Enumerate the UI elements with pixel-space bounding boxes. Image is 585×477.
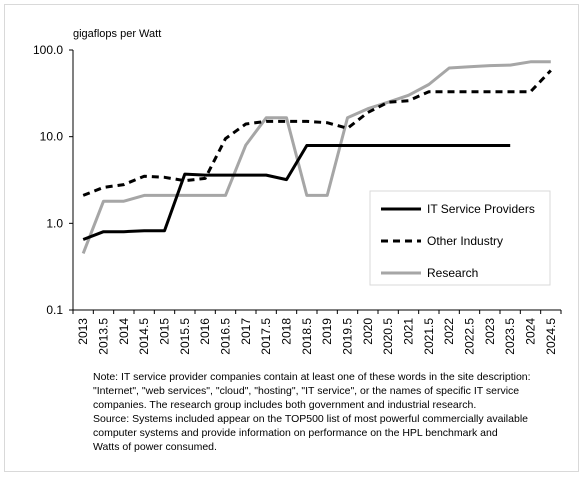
- x-tick-label: 2017.5: [259, 318, 273, 355]
- y-tick-label: 1.0: [46, 216, 63, 230]
- x-tick-label: 2020.5: [381, 318, 395, 355]
- x-tick-label: 2013: [76, 318, 90, 345]
- x-tick-label: 2015.5: [178, 318, 192, 355]
- y-tick-label: 100.0: [33, 43, 63, 57]
- y-axis-label: gigaflops per Watt: [73, 28, 161, 40]
- x-tick-label: 2024: [524, 318, 538, 345]
- series-lines: [81, 60, 552, 254]
- y-tick-label: 10.0: [40, 130, 64, 144]
- x-tick-label: 2014.5: [137, 318, 151, 355]
- y-tick-label: 0.1: [46, 303, 63, 317]
- legend-label: IT Service Providers: [427, 202, 535, 216]
- chart-frame: gigaflops per Watt 100.0 10.0 1.0 0.1 2013 2…: [4, 4, 579, 472]
- legend-label: Research: [427, 266, 478, 280]
- note-line: companies. The research group includes b…: [93, 399, 477, 411]
- x-tick-label: 2018: [280, 318, 294, 345]
- x-tick-label: 2022.5: [463, 318, 477, 355]
- x-tick-label: 2019.5: [341, 318, 355, 355]
- x-tick-label: 2024.5: [544, 318, 558, 355]
- x-tick-label: 2020: [361, 318, 375, 345]
- y-ticks: 100.0 10.0 1.0 0.1: [33, 43, 73, 317]
- note-line: Note: IT service provider companies cont…: [93, 371, 531, 383]
- legend-label: Other Industry: [427, 234, 503, 248]
- series-line-research: [81, 60, 551, 254]
- x-tick-label: 2016.5: [219, 318, 233, 355]
- legend: IT Service Providers Other Industry Resear…: [369, 190, 551, 286]
- chart: gigaflops per Watt 100.010.01.00.1 2013 2…: [33, 28, 562, 355]
- note-line: Watts of power consumed.: [93, 441, 217, 453]
- x-tick-label: 2015: [158, 318, 172, 345]
- x-tick-label: 2023: [483, 318, 497, 345]
- chart-note: Note: IT service provider companies cont…: [93, 370, 583, 454]
- x-tick-label: 2013.5: [97, 318, 111, 355]
- x-tick-label: 2018.5: [300, 318, 314, 355]
- x-tick-label: 2021.5: [422, 318, 436, 355]
- x-tick-label: 2019: [320, 318, 334, 345]
- legend-box: [369, 190, 551, 286]
- note-line: computer systems and provide information…: [93, 427, 498, 439]
- note-line: Source: Systems included appear on the T…: [93, 413, 528, 425]
- series-line-it-service-providers: [82, 144, 511, 241]
- x-tick-label: 2014: [117, 318, 131, 345]
- x-tick-label: 2023.5: [503, 318, 517, 355]
- note-line: "Internet", "web services", "cloud", "ho…: [93, 385, 520, 397]
- x-tick-label: 2017: [239, 318, 253, 345]
- x-tick-label: 2021: [402, 318, 416, 345]
- x-tick-label: 2016: [198, 318, 212, 345]
- x-tick-label: 2022: [442, 318, 456, 345]
- series-line-other-industry: [82, 69, 552, 197]
- x-ticks: 2013 2013.5 2014 2014.5 2015 2015.5 2016 2016.5…: [72, 310, 562, 355]
